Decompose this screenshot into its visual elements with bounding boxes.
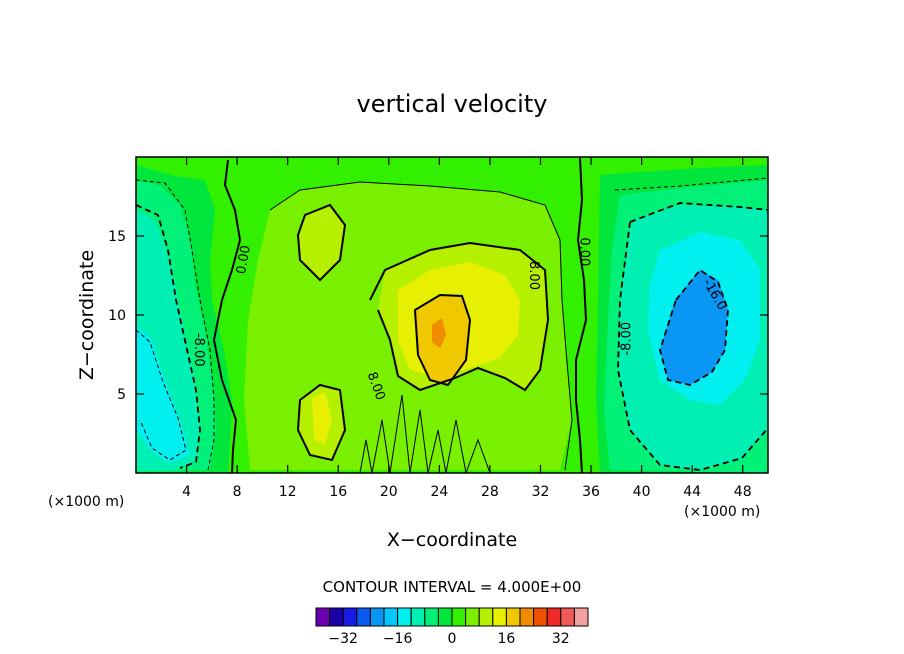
contour-label-group: 8.00 <box>526 261 541 290</box>
line-right-negative-16 <box>659 268 729 386</box>
y-axis-ticks: 5 10 15 <box>108 229 768 403</box>
y-tick-label: 15 <box>108 229 126 245</box>
colorbar-swatch <box>356 607 371 627</box>
colorbar-tick-label: −16 <box>383 631 413 647</box>
contour-label: 8.00 <box>526 261 541 290</box>
contour-label-group: 0.00 <box>577 237 592 266</box>
x-tick-label: 40 <box>633 484 651 500</box>
x-tick-label: 4 <box>182 484 191 500</box>
x-tick-label: 20 <box>380 484 398 500</box>
colorbar-swatch <box>437 607 453 627</box>
line-positive-8-main <box>369 241 550 392</box>
colorbar-tick-label: −32 <box>328 631 358 647</box>
line-positive-8-upper <box>296 203 347 282</box>
contour-label: -8.00 <box>619 322 634 356</box>
contour-label: 0.00 <box>234 244 254 275</box>
x-tick-label: 36 <box>582 484 600 500</box>
x-tick-label: 8 <box>233 484 242 500</box>
x-unit-left: (×1000 m) <box>48 494 124 510</box>
line-left-negative-12 <box>136 329 187 461</box>
line-positive-8-lower <box>296 383 347 462</box>
chart-title: vertical velocity <box>357 90 548 118</box>
line-right-negative-4 <box>614 177 768 191</box>
colorbar-swatch <box>424 607 439 627</box>
colorbar-tick-label: 16 <box>497 631 515 647</box>
colorbar-swatch <box>383 607 399 627</box>
line-positive-4 <box>269 181 573 471</box>
x-tick-label: 16 <box>329 484 347 500</box>
colorbar-swatch <box>369 607 385 627</box>
x-tick-label: 12 <box>279 484 297 500</box>
colorbar-swatch <box>465 607 480 627</box>
x-tick-label: 24 <box>430 484 448 500</box>
y-tick-label: 10 <box>108 308 126 324</box>
colorbar-swatch <box>410 607 426 627</box>
contour-label: 0.00 <box>577 237 592 266</box>
x-unit-right: (×1000 m) <box>684 504 760 520</box>
colorbar-swatch <box>315 607 331 627</box>
x-tick-label: 32 <box>532 484 550 500</box>
fill-center-positive-20 <box>432 318 446 348</box>
y-axis-label: Z−coordinate <box>76 250 98 380</box>
colorbar-tick-label: 0 <box>448 631 457 647</box>
colorbar-swatch <box>397 607 412 627</box>
colorbar: −32 −16 0 16 32 <box>315 607 589 647</box>
colorbar-swatch <box>533 607 548 627</box>
contour-lines <box>136 157 768 473</box>
fill-left-negative-12 <box>136 325 190 463</box>
line-left-negative-4 <box>136 179 215 471</box>
zero-line-left <box>212 159 242 473</box>
colorbar-swatch <box>546 607 562 627</box>
colorbar-swatch <box>519 607 535 627</box>
colorbar-swatch <box>492 607 507 627</box>
line-positive-16 <box>413 293 472 387</box>
line-left-negative-8 <box>136 204 201 469</box>
y-tick-label: 5 <box>117 387 126 403</box>
x-axis-label: X−coordinate <box>387 529 517 551</box>
colorbar-swatch <box>478 607 494 627</box>
contour-label-group: 0.00 <box>234 244 254 275</box>
x-tick-label: 28 <box>481 484 499 500</box>
line-right-negative-8 <box>617 202 768 471</box>
fill-center-positive-12 <box>312 262 520 445</box>
contour-label: -8.00 <box>191 333 206 367</box>
colorbar-swatch <box>329 607 344 627</box>
colorbar-tick-label: 32 <box>552 631 570 647</box>
line-lower-oscillations <box>359 394 491 473</box>
colorbar-swatch <box>342 607 358 627</box>
colorbar-swatch <box>505 607 521 627</box>
contour-field <box>136 157 768 473</box>
colorbar-swatch <box>451 607 467 627</box>
contour-label-group: -8.00 <box>619 322 634 356</box>
colorbar-swatch <box>573 607 589 627</box>
contour-interval-text: CONTOUR INTERVAL = 4.000E+00 <box>323 578 582 596</box>
zero-line-right <box>575 157 588 473</box>
colorbar-swatch <box>560 607 575 627</box>
contour-label-group: -8.00 <box>191 333 206 367</box>
x-axis-ticks: 4 8 12 16 20 24 28 32 36 40 44 48 <box>182 157 752 500</box>
x-tick-label: 48 <box>734 484 752 500</box>
x-tick-label: 44 <box>683 484 701 500</box>
